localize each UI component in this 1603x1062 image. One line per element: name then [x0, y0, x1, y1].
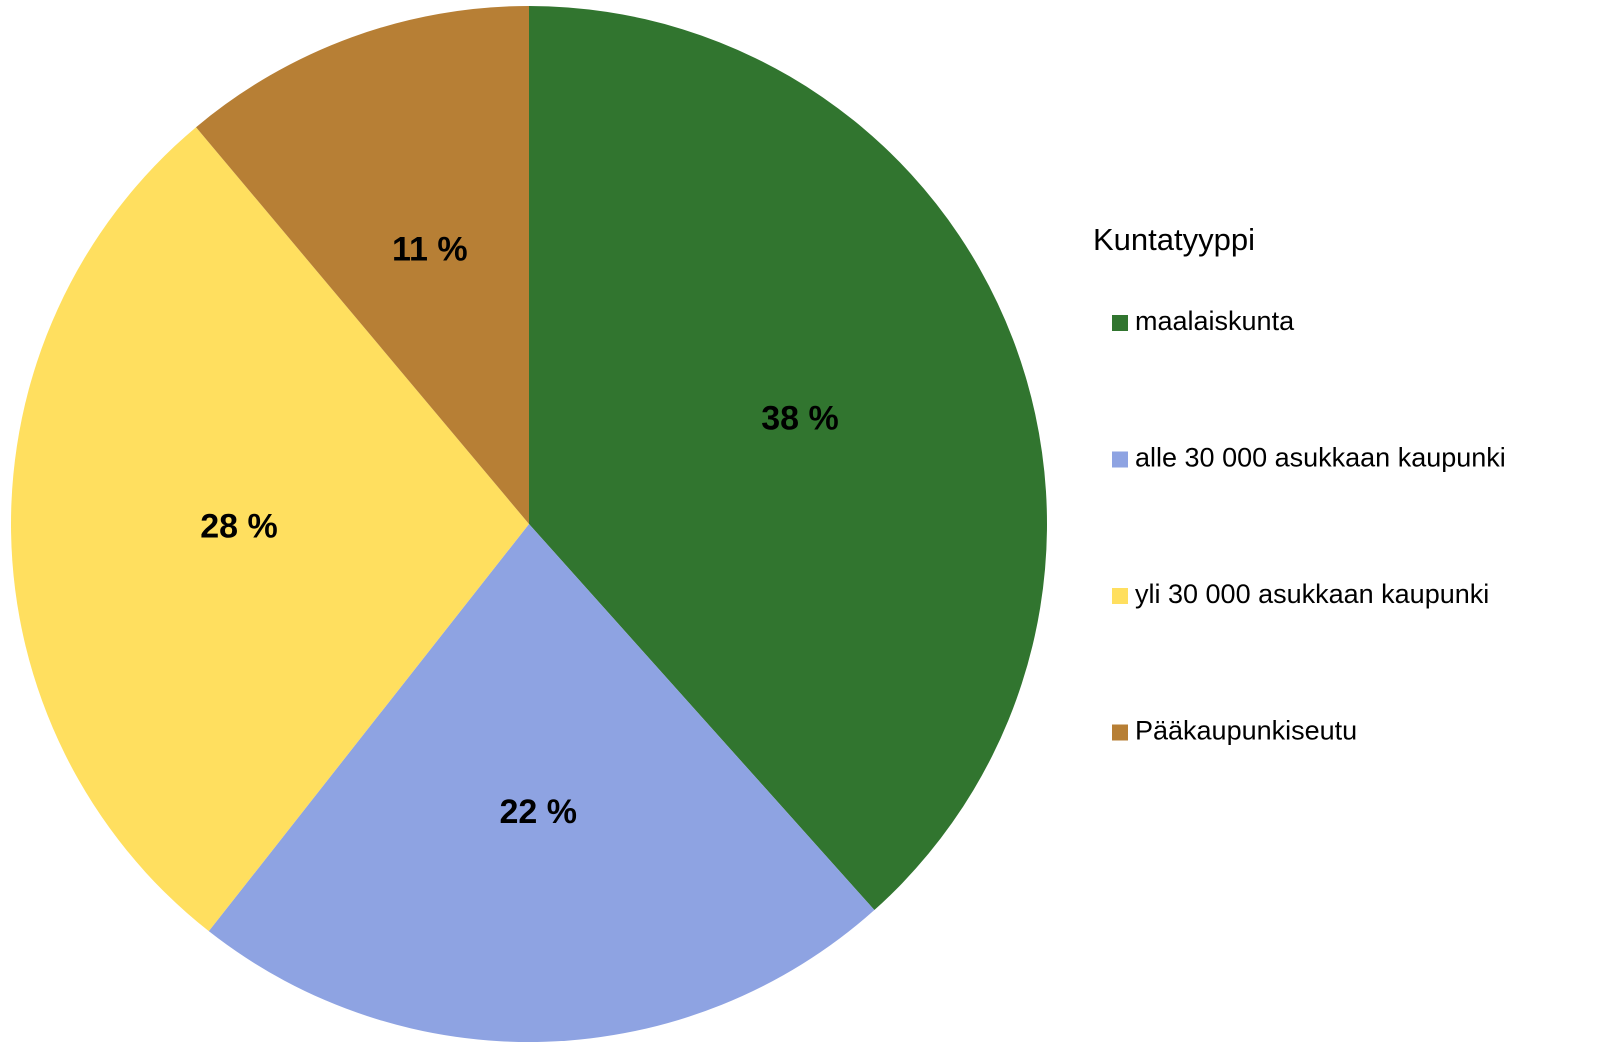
legend-label: yli 30 000 asukkaan kaupunki: [1135, 579, 1489, 609]
pie-slice: [208, 524, 875, 1042]
pie-slice: [529, 6, 1048, 911]
legend-label: maalaiskunta: [1135, 306, 1295, 336]
pie-slice: [196, 6, 529, 524]
legend-label: Pääkaupunkiseutu: [1135, 716, 1357, 746]
legend-swatch: [1112, 724, 1128, 741]
pie-slice: [11, 127, 529, 932]
legend-title: Kuntatyyppi: [1093, 222, 1255, 257]
legend-label: alle 30 000 asukkaan kaupunki: [1135, 443, 1506, 473]
data-label: 22 %: [499, 793, 577, 831]
data-label: 38 %: [761, 399, 839, 437]
data-label: 11 %: [392, 230, 468, 268]
legend-swatch: [1112, 315, 1128, 331]
legend-swatch: [1112, 451, 1128, 468]
legend-swatch: [1112, 588, 1128, 604]
data-label: 28 %: [200, 508, 278, 546]
